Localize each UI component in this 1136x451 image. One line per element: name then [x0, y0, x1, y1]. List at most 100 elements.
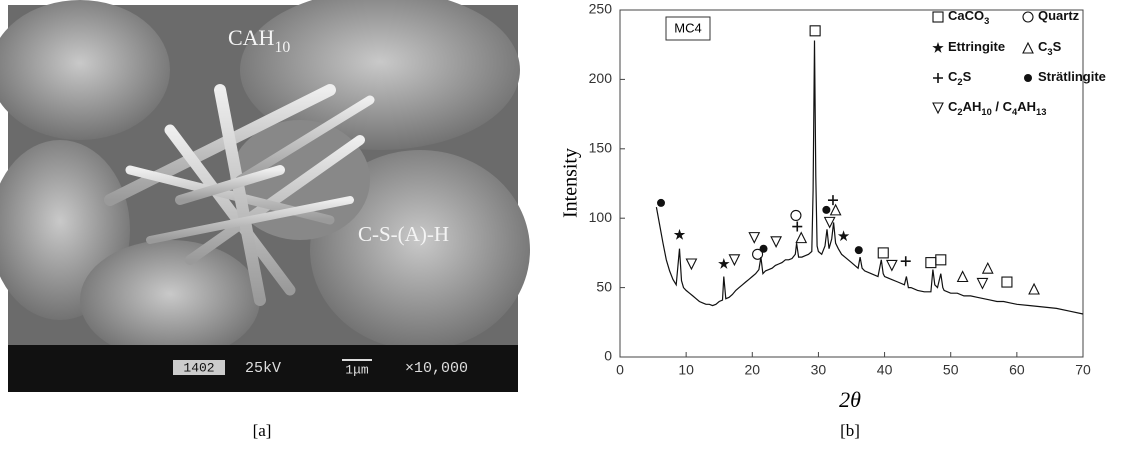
marker: [932, 42, 943, 53]
marker: [657, 199, 665, 207]
marker: [828, 195, 838, 205]
caption: [a]: [253, 421, 272, 440]
legend-label: C3S: [1038, 39, 1062, 57]
x-axis-label: 2θ: [839, 387, 861, 412]
marker-shape: [901, 256, 911, 266]
marker-shape: [933, 73, 943, 83]
marker-shape: [810, 26, 820, 36]
marker-shape: [657, 199, 665, 207]
legend-label: Ettringite: [948, 39, 1005, 54]
legend-label: Strätlingite: [1038, 69, 1106, 84]
sem-image: [0, 0, 530, 392]
marker-shape: [878, 248, 888, 258]
marker: [686, 259, 696, 269]
plot-frame: [620, 10, 1083, 357]
legend-label: Quartz: [1038, 8, 1080, 23]
marker-shape: [828, 195, 838, 205]
marker-shape: [796, 233, 806, 243]
marker: [822, 206, 830, 214]
marker: [838, 230, 849, 241]
marker: [878, 248, 888, 258]
marker: [958, 271, 968, 281]
marker-shape: [718, 258, 730, 269]
marker-shape: [838, 230, 849, 241]
marker: [791, 210, 801, 220]
marker: [887, 260, 897, 270]
legend-label: CaCO3: [948, 8, 989, 26]
y-tick-label: 200: [589, 70, 613, 86]
marker-shape: [1024, 74, 1032, 82]
marker: [810, 26, 820, 36]
annotation: MC4: [674, 20, 701, 35]
marker-shape: [792, 222, 802, 232]
marker-shape: [887, 260, 897, 270]
legend-label: C2AH10 / C4AH13: [948, 99, 1046, 117]
y-tick-label: 250: [589, 1, 613, 17]
marker: [855, 246, 863, 254]
marker: [718, 258, 730, 269]
marker-shape: [791, 210, 801, 220]
marker: [936, 255, 946, 265]
legend-label: C2S: [948, 69, 972, 87]
marker-shape: [933, 12, 943, 22]
y-axis-label: Intensity: [560, 148, 582, 218]
marker-shape: [1029, 284, 1039, 294]
marker-shape: [760, 245, 768, 253]
marker: [933, 103, 943, 113]
marker-shape: [932, 42, 943, 53]
marker: [771, 237, 781, 247]
marker: [796, 233, 806, 243]
marker-shape: [686, 259, 696, 269]
marker-shape: [749, 233, 759, 243]
marker-shape: [855, 246, 863, 254]
x-tick-label: 50: [943, 362, 959, 378]
marker: [933, 73, 943, 83]
sem-magnification: ×10,000: [405, 360, 468, 377]
marker: [1002, 277, 1012, 287]
marker: [831, 205, 841, 215]
marker: [674, 229, 685, 240]
marker-shape: [958, 271, 968, 281]
marker: [926, 258, 936, 268]
marker-shape: [729, 255, 739, 265]
marker-shape: [674, 229, 685, 240]
marker-shape: [926, 258, 936, 268]
xrd-trace: [656, 41, 1083, 315]
marker: [901, 256, 911, 266]
marker-shape: [977, 278, 987, 288]
sem-voltage: 25kV: [245, 360, 281, 377]
sem-label: C-S-(A)-H: [358, 222, 449, 246]
marker: [933, 12, 943, 22]
marker-shape: [983, 263, 993, 273]
x-tick-label: 70: [1075, 362, 1091, 378]
marker-shape: [831, 205, 841, 215]
x-tick-label: 60: [1009, 362, 1025, 378]
caption: [b]: [840, 421, 860, 440]
marker-shape: [1023, 12, 1033, 22]
figure: CAH10 C-S-(A)-H 1402 25kV 1μm ×10,000 [a…: [0, 0, 1136, 446]
y-tick-label: 100: [589, 209, 613, 225]
sem-scale: 1μm: [345, 362, 369, 377]
x-tick-label: 30: [811, 362, 827, 378]
marker: [1029, 284, 1039, 294]
marker-shape: [822, 206, 830, 214]
x-tick-label: 40: [877, 362, 893, 378]
y-tick-label: 0: [604, 348, 612, 364]
marker-shape: [1023, 43, 1033, 53]
marker: [1023, 12, 1033, 22]
marker: [749, 233, 759, 243]
x-tick-label: 0: [616, 362, 624, 378]
marker: [1023, 43, 1033, 53]
marker: [792, 222, 802, 232]
marker: [983, 263, 993, 273]
y-tick-label: 50: [596, 278, 612, 294]
marker-shape: [936, 255, 946, 265]
marker-shape: [933, 103, 943, 113]
x-tick-label: 10: [678, 362, 694, 378]
marker-shape: [771, 237, 781, 247]
x-tick-label: 20: [744, 362, 760, 378]
marker: [729, 255, 739, 265]
marker: [760, 245, 768, 253]
marker: [1024, 74, 1032, 82]
sem-id: 1402: [183, 360, 214, 375]
